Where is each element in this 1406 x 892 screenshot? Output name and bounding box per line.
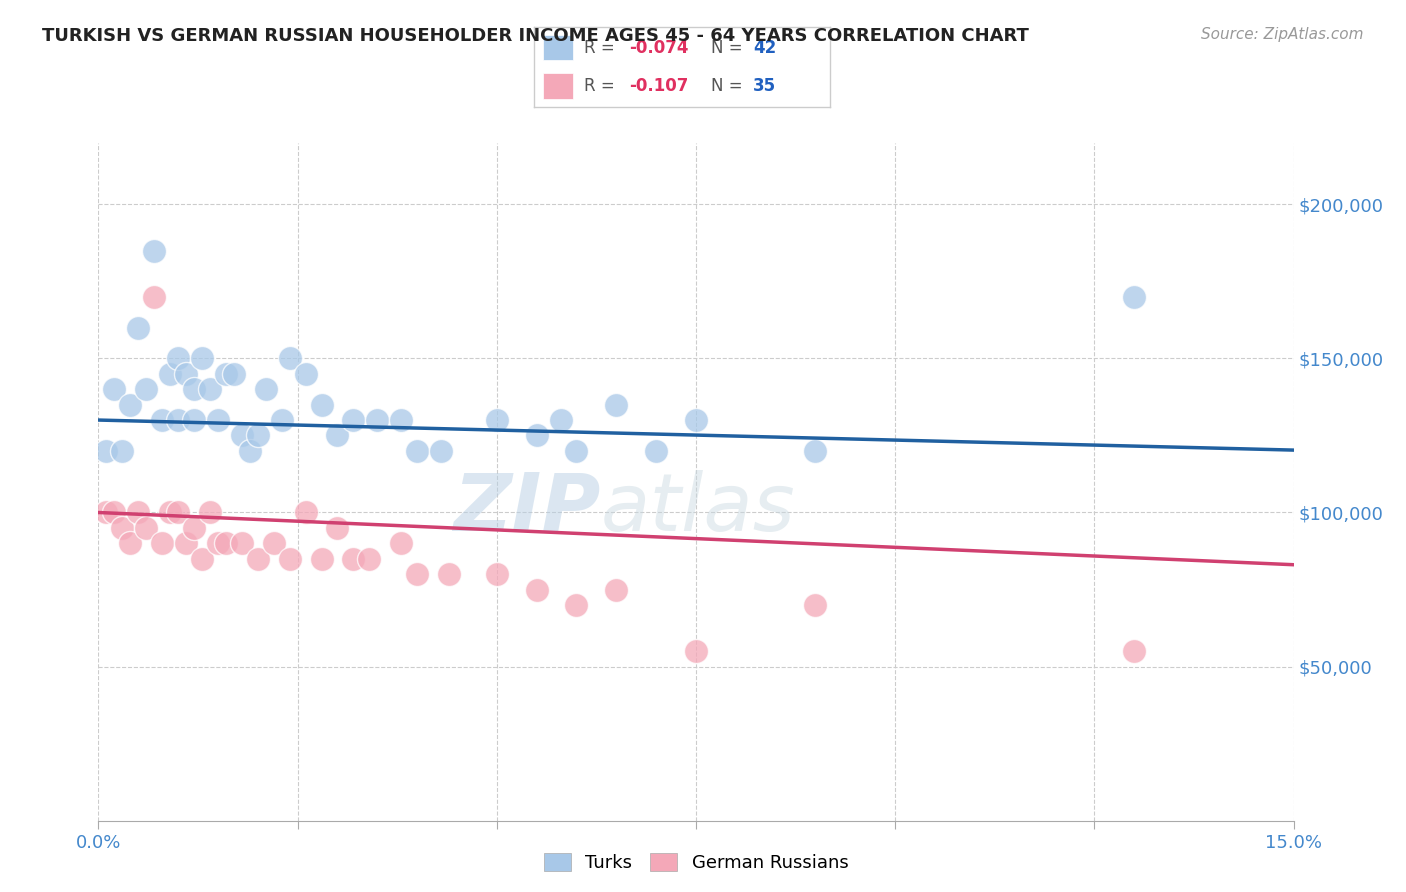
Point — [103, 506, 125, 520]
Point — [198, 382, 221, 396]
Point — [96, 506, 118, 520]
Point — [191, 551, 214, 566]
Text: N =: N = — [711, 78, 748, 95]
Point — [685, 413, 707, 427]
Point — [207, 536, 229, 550]
Point — [311, 398, 333, 412]
Point — [278, 551, 301, 566]
Point — [389, 536, 412, 550]
Point — [167, 506, 190, 520]
Point — [167, 413, 190, 427]
Point — [183, 521, 205, 535]
Point — [111, 521, 134, 535]
Text: R =: R = — [585, 38, 620, 56]
Point — [294, 506, 316, 520]
Point — [565, 598, 588, 612]
Point — [565, 443, 588, 458]
Point — [159, 367, 181, 381]
Point — [406, 443, 429, 458]
Point — [174, 367, 197, 381]
Point — [135, 382, 157, 396]
Point — [246, 551, 269, 566]
Point — [183, 382, 205, 396]
Point — [174, 536, 197, 550]
Point — [215, 536, 238, 550]
Point — [183, 413, 205, 427]
Text: 42: 42 — [752, 38, 776, 56]
Text: -0.074: -0.074 — [628, 38, 689, 56]
Point — [96, 443, 118, 458]
Point — [127, 320, 149, 334]
Text: -0.107: -0.107 — [628, 78, 688, 95]
Point — [254, 382, 277, 396]
Point — [150, 536, 173, 550]
Point — [135, 521, 157, 535]
Point — [120, 536, 142, 550]
Point — [605, 582, 627, 597]
Text: TURKISH VS GERMAN RUSSIAN HOUSEHOLDER INCOME AGES 45 - 64 YEARS CORRELATION CHAR: TURKISH VS GERMAN RUSSIAN HOUSEHOLDER IN… — [42, 27, 1029, 45]
Point — [366, 413, 388, 427]
FancyBboxPatch shape — [543, 35, 572, 61]
Point — [198, 506, 221, 520]
Point — [270, 413, 292, 427]
Point — [191, 351, 214, 366]
Text: ZIP: ZIP — [453, 470, 600, 548]
Point — [342, 551, 364, 566]
Point — [143, 244, 166, 258]
Legend: Turks, German Russians: Turks, German Russians — [536, 846, 856, 880]
Point — [222, 367, 245, 381]
Point — [389, 413, 412, 427]
Point — [231, 536, 253, 550]
Point — [406, 567, 429, 582]
Point — [550, 413, 572, 427]
Point — [239, 443, 262, 458]
Text: R =: R = — [585, 78, 620, 95]
Point — [804, 598, 827, 612]
Point — [359, 551, 381, 566]
Point — [263, 536, 285, 550]
Point — [294, 367, 316, 381]
Point — [311, 551, 333, 566]
Text: N =: N = — [711, 38, 748, 56]
Point — [111, 443, 134, 458]
Point — [167, 351, 190, 366]
Point — [430, 443, 453, 458]
Text: atlas: atlas — [600, 470, 796, 548]
Point — [326, 521, 349, 535]
Point — [326, 428, 349, 442]
Point — [246, 428, 269, 442]
Point — [103, 382, 125, 396]
Text: Source: ZipAtlas.com: Source: ZipAtlas.com — [1201, 27, 1364, 42]
Point — [231, 428, 253, 442]
Point — [804, 443, 827, 458]
Point — [143, 290, 166, 304]
Point — [526, 582, 548, 597]
Point — [120, 398, 142, 412]
Point — [645, 443, 668, 458]
Point — [127, 506, 149, 520]
Point — [685, 644, 707, 658]
Point — [437, 567, 460, 582]
Point — [485, 567, 508, 582]
Point — [1123, 290, 1146, 304]
Point — [215, 367, 238, 381]
Point — [159, 506, 181, 520]
Point — [150, 413, 173, 427]
Point — [278, 351, 301, 366]
Point — [605, 398, 627, 412]
Text: 35: 35 — [752, 78, 776, 95]
Point — [207, 413, 229, 427]
Point — [342, 413, 364, 427]
Point — [485, 413, 508, 427]
FancyBboxPatch shape — [543, 73, 572, 99]
Point — [526, 428, 548, 442]
Point — [1123, 644, 1146, 658]
